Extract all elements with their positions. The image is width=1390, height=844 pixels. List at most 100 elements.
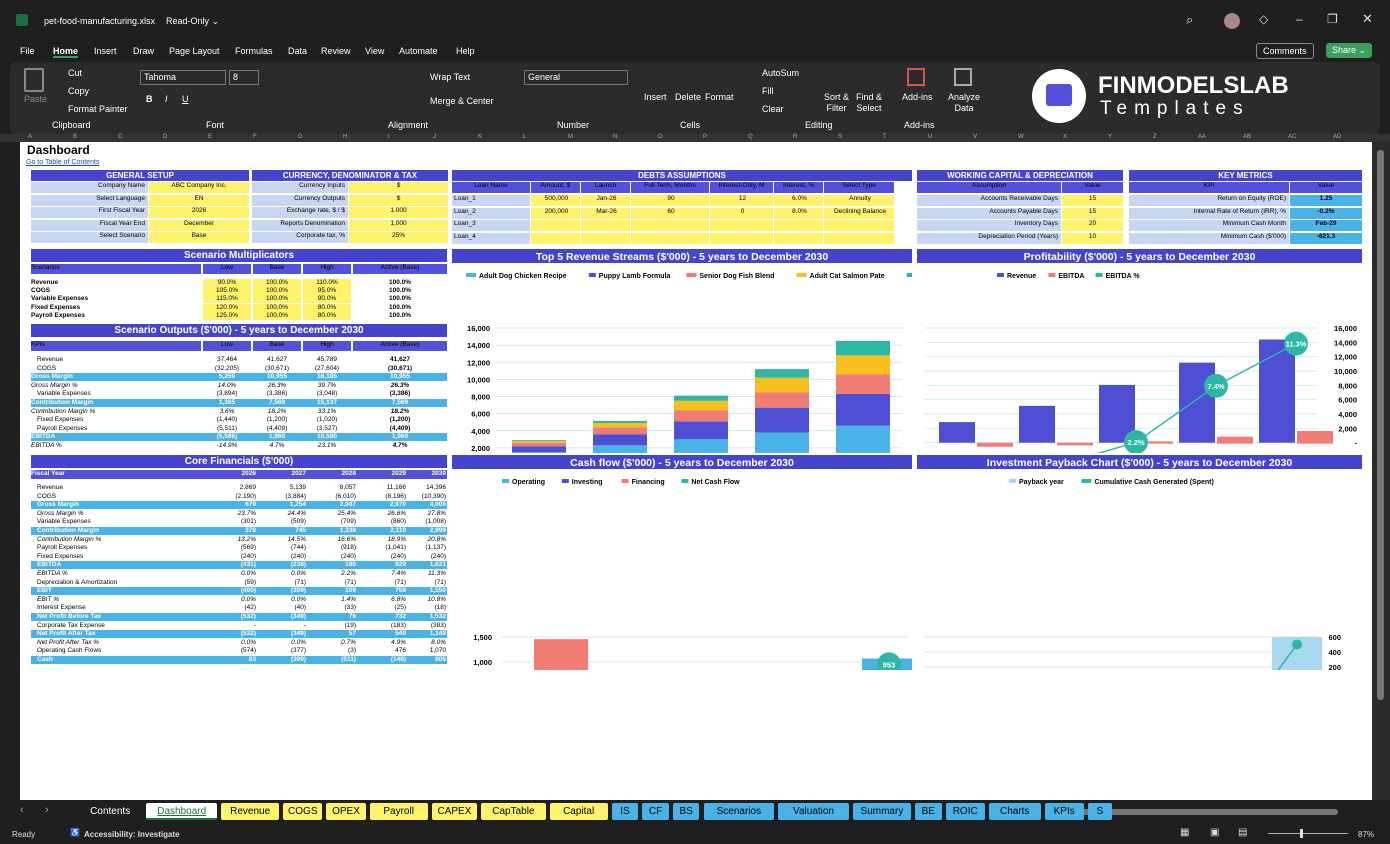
close-icon[interactable]: ✕ — [1362, 11, 1373, 26]
debts-cell[interactable] — [710, 220, 773, 231]
debts-cell[interactable]: 90 — [631, 195, 709, 206]
debts-cell[interactable]: 8.0% — [774, 207, 823, 219]
avatar[interactable] — [1224, 13, 1240, 29]
menu-formulas[interactable]: Formulas — [235, 46, 273, 56]
menu-page-layout[interactable]: Page Layout — [169, 46, 220, 56]
prev-sheet-icon[interactable]: ‹ — [20, 804, 24, 816]
menu-home[interactable]: Home — [53, 46, 79, 58]
merge-center-button[interactable]: Merge & Center — [430, 96, 494, 106]
currency-value[interactable]: 1,000 — [349, 219, 448, 231]
sheet-tab-payroll[interactable]: Payroll — [369, 803, 428, 820]
scen-mult-cell[interactable]: 100.0% — [253, 295, 301, 304]
sheet-tab-roic[interactable]: ROIC — [945, 803, 985, 820]
share-button[interactable]: Share ⌄ — [1326, 43, 1373, 58]
paste-icon[interactable] — [24, 68, 44, 92]
debts-cell[interactable] — [774, 220, 823, 231]
accessibility-status[interactable]: Accessibility: Investigate — [84, 830, 180, 839]
sort-filter-button[interactable]: Sort & Filter — [824, 92, 850, 113]
scen-mult-cell[interactable]: 100.0% — [253, 287, 301, 296]
sheet-tab-valuation[interactable]: Valuation — [778, 803, 849, 820]
sheet-tab-charts[interactable]: Charts — [988, 803, 1041, 820]
debts-cell[interactable]: Jan-26 — [581, 195, 630, 206]
debts-cell[interactable]: Annuity — [824, 195, 894, 206]
debts-cell[interactable]: 12 — [710, 195, 773, 206]
sheet-tab-cf[interactable]: CF — [642, 803, 669, 820]
menu-data[interactable]: Data — [288, 46, 308, 56]
addins-icon[interactable] — [907, 68, 925, 86]
scen-mult-cell[interactable]: 120.0% — [203, 303, 251, 312]
wrap-text-button[interactable]: Wrap Text — [430, 72, 471, 82]
scen-mult-cell[interactable]: 95.0% — [303, 287, 351, 296]
debts-cell[interactable] — [824, 232, 894, 244]
debts-cell[interactable]: 200,000 — [531, 207, 580, 219]
debts-cell[interactable]: 0 — [710, 207, 773, 219]
debts-cell[interactable]: 500,000 — [531, 195, 580, 206]
font-name-select[interactable]: Tahoma — [140, 70, 226, 85]
general_setup-value[interactable]: EN — [149, 194, 249, 206]
menu-help[interactable]: Help — [456, 46, 475, 56]
menu-automate[interactable]: Automate — [399, 46, 438, 56]
debts-cell[interactable] — [774, 232, 823, 244]
debts-cell[interactable] — [824, 220, 894, 231]
sheet-tab-contents[interactable]: Contents — [90, 806, 131, 817]
sheet-tab-captable[interactable]: CapTable — [481, 803, 546, 820]
page-break-icon[interactable]: ▤ — [1238, 827, 1248, 838]
horizontal-scrollbar[interactable] — [1058, 809, 1338, 815]
sheet-tab-scenarios[interactable]: Scenarios — [703, 803, 775, 820]
currency-value[interactable]: $ — [349, 194, 448, 206]
general_setup-value[interactable]: ABC Company Inc. — [149, 182, 249, 193]
debts-cell[interactable] — [531, 232, 580, 244]
insert-cells-button[interactable]: Insert — [644, 92, 667, 102]
sheet-tab-revenue[interactable]: Revenue — [221, 803, 280, 820]
debts-cell[interactable] — [581, 232, 630, 244]
copy-button[interactable]: Copy — [68, 86, 90, 96]
italic-button[interactable]: I — [165, 94, 168, 104]
read-only-label[interactable]: Read-Only ⌄ — [166, 16, 220, 26]
autosum-button[interactable]: AutoSum — [762, 68, 800, 78]
scen-mult-cell[interactable]: 90.0% — [303, 295, 351, 304]
sheet-tab-capex[interactable]: CAPEX — [431, 803, 478, 820]
sheet-tab-opex[interactable]: OPEX — [326, 803, 366, 820]
scen-mult-cell[interactable]: 115.0% — [203, 295, 251, 304]
scen-mult-cell[interactable]: 80.0% — [303, 303, 351, 312]
scen-mult-cell[interactable]: 100.0% — [253, 303, 301, 312]
sheet-tab-dashboard[interactable]: Dashboard — [146, 803, 218, 820]
delete-cells-button[interactable]: Delete — [675, 92, 702, 102]
page-layout-icon[interactable]: ▣ — [1210, 827, 1220, 838]
debts-cell[interactable]: Declining Balance — [824, 207, 894, 219]
debts-cell[interactable] — [631, 220, 709, 231]
restore-icon[interactable]: ❐ — [1327, 12, 1338, 26]
debts-cell[interactable]: 6.0% — [774, 195, 823, 206]
vertical-scrollbar[interactable] — [1372, 142, 1390, 800]
scen-mult-cell[interactable]: 90.0% — [203, 279, 251, 287]
search-icon[interactable]: ⌕ — [1186, 12, 1194, 27]
font-size-select[interactable]: 8 — [229, 70, 259, 85]
toc-link[interactable]: Go to Table of Contents — [26, 159, 100, 166]
debts-cell[interactable]: 60 — [631, 207, 709, 219]
menu-review[interactable]: Review — [321, 46, 351, 56]
analyze-data-icon[interactable] — [954, 68, 972, 86]
comments-button[interactable]: Comments — [1256, 43, 1314, 59]
find-select-button[interactable]: Find & Select — [856, 92, 883, 113]
scen-mult-cell[interactable]: 105.0% — [203, 287, 251, 296]
number-format-select[interactable]: General — [524, 70, 628, 85]
cut-button[interactable]: Cut — [68, 68, 83, 78]
scen-mult-cell[interactable]: 110.0% — [303, 279, 351, 287]
general_setup-value[interactable]: December — [149, 219, 249, 231]
format-painter-button[interactable]: Format Painter — [68, 104, 128, 114]
menu-insert[interactable]: Insert — [94, 46, 117, 56]
zoom-slider[interactable] — [1268, 829, 1348, 838]
currency-value[interactable]: $ — [349, 182, 448, 193]
analyze-data-button[interactable]: Analyze Data — [948, 92, 981, 113]
sheet-tab-be[interactable]: BE — [915, 803, 942, 820]
scen-mult-cell[interactable]: 80.0% — [303, 311, 351, 320]
sheet-tab-bs[interactable]: BS — [672, 803, 700, 820]
sheet-tab-is[interactable]: IS — [611, 803, 639, 820]
bold-button[interactable]: B — [146, 94, 153, 104]
menu-draw[interactable]: Draw — [133, 46, 155, 56]
menu-file[interactable]: File — [20, 46, 35, 56]
diamond-icon[interactable]: ◇ — [1259, 12, 1269, 26]
minimize-icon[interactable]: – — [1296, 12, 1303, 26]
addins-button[interactable]: Add-ins — [902, 92, 933, 102]
general_setup-value[interactable]: 2026 — [149, 207, 249, 218]
